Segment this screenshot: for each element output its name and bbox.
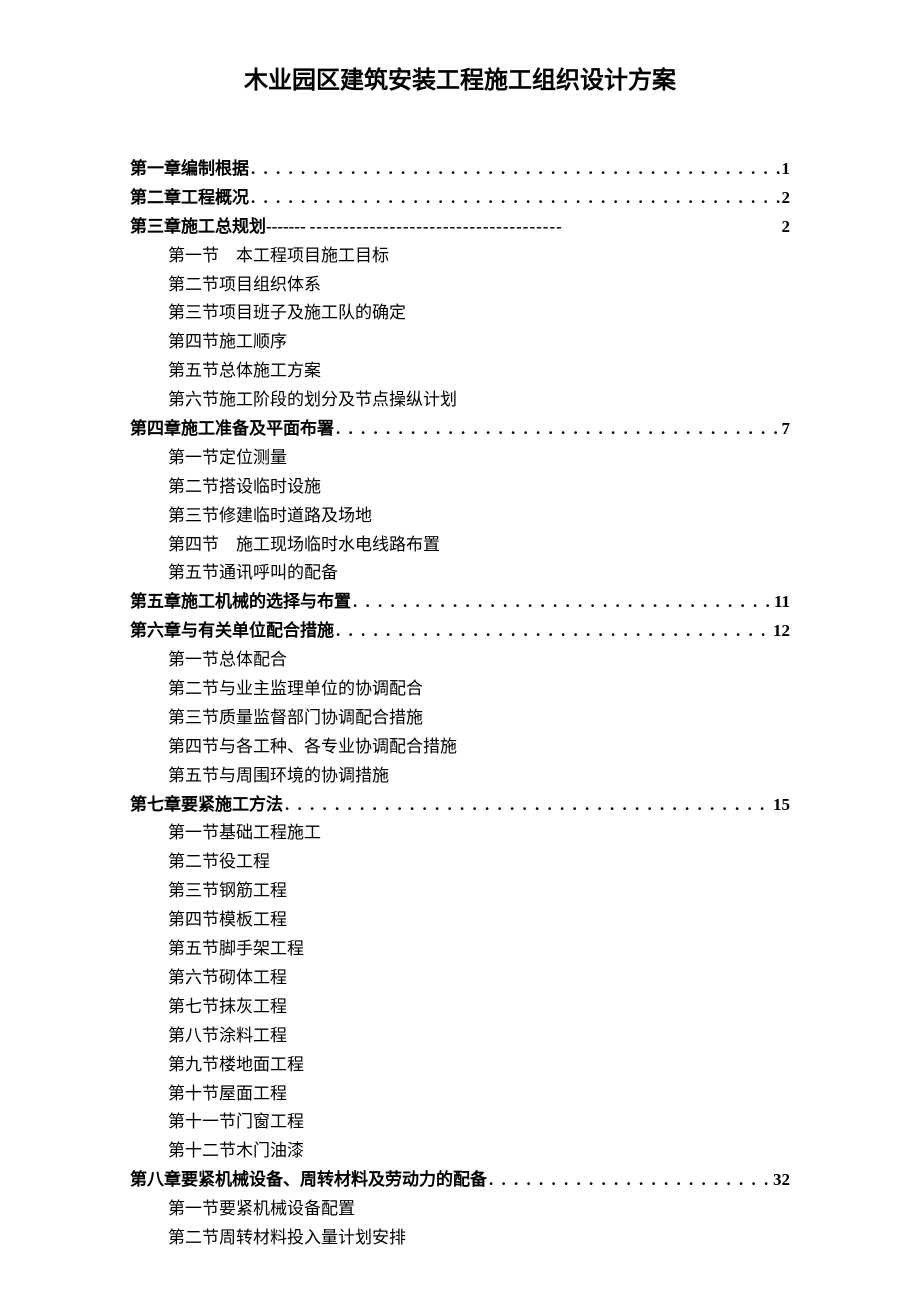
toc-section: 第五节总体施工方案 xyxy=(130,357,790,386)
toc-section: 第二节搭设临时设施 xyxy=(130,473,790,502)
toc-chapter: 第七章要紧施工方法. . . . . . . . . . . . . . . .… xyxy=(130,791,790,820)
page-number: 2 xyxy=(782,184,791,213)
toc-section: 第一节定位测量 xyxy=(130,444,790,473)
chapter-label: 第一章编制根据 xyxy=(130,155,249,184)
toc-chapter: 第一章编制根据. . . . . . . . . . . . . . . . .… xyxy=(130,155,790,184)
toc-section: 第二节役工程 xyxy=(130,848,790,877)
toc-section: 第三节钢筋工程 xyxy=(130,877,790,906)
dots-leader: . . . . . . . . . . . . . . . . . . . . … xyxy=(251,155,780,184)
page-number: 2 xyxy=(782,213,791,242)
dash-leader-right: -------------------------------------- xyxy=(310,213,778,242)
chapter-label: 第八章要紧机械设备、周转材料及劳动力的配备 xyxy=(130,1166,487,1195)
chapter-label: 第三章施工总规划 xyxy=(130,213,266,242)
dots-leader: . . . . . . . . . . . . . . . . . . . . … xyxy=(353,588,772,617)
toc-section: 第四节与各工种、各专业协调配合措施 xyxy=(130,733,790,762)
dots-leader: . . . . . . . . . . . . . . . . . . . . … xyxy=(336,415,780,444)
toc-section: 第一节总体配合 xyxy=(130,646,790,675)
toc-section: 第四节 施工现场临时水电线路布置 xyxy=(130,531,790,560)
toc-section: 第一节基础工程施工 xyxy=(130,819,790,848)
toc-section: 第十二节木门油漆 xyxy=(130,1137,790,1166)
toc-section: 第四节模板工程 xyxy=(130,906,790,935)
toc-section: 第九节楼地面工程 xyxy=(130,1051,790,1080)
toc-section: 第一节 本工程项目施工目标 xyxy=(130,242,790,271)
toc-chapter: 第五章施工机械的选择与布置. . . . . . . . . . . . . .… xyxy=(130,588,790,617)
toc-chapter: 第三章施工总规划------- ------------------------… xyxy=(130,213,790,242)
page-number: 15 xyxy=(773,791,790,820)
toc-chapter: 第六章与有关单位配合措施. . . . . . . . . . . . . . … xyxy=(130,617,790,646)
dots-leader: . . . . . . . . . . . . . . . . . . . . … xyxy=(336,617,771,646)
toc-chapter: 第八章要紧机械设备、周转材料及劳动力的配备. . . . . . . . . .… xyxy=(130,1166,790,1195)
chapter-label: 第四章施工准备及平面布署 xyxy=(130,415,334,444)
dots-leader: . . . . . . . . . . . . . . . . . . . . … xyxy=(489,1166,771,1195)
chapter-label: 第二章工程概况 xyxy=(130,184,249,213)
toc-section: 第二节与业主监理单位的协调配合 xyxy=(130,675,790,704)
toc-section: 第四节施工顺序 xyxy=(130,328,790,357)
toc-section: 第三节修建临时道路及场地 xyxy=(130,502,790,531)
toc-section: 第十一节门窗工程 xyxy=(130,1108,790,1137)
toc-section: 第五节脚手架工程 xyxy=(130,935,790,964)
toc-section: 第一节要紧机械设备配置 xyxy=(130,1195,790,1224)
toc-section: 第三节质量监督部门协调配合措施 xyxy=(130,704,790,733)
toc-section: 第六节施工阶段的划分及节点操纵计划 xyxy=(130,386,790,415)
dots-leader: . . . . . . . . . . . . . . . . . . . . … xyxy=(251,184,780,213)
toc-section: 第二节项目组织体系 xyxy=(130,271,790,300)
page-number: 1 xyxy=(782,155,791,184)
dash-leader-left: ------- xyxy=(266,213,306,242)
toc-chapter: 第四章施工准备及平面布署. . . . . . . . . . . . . . … xyxy=(130,415,790,444)
toc-section: 第六节砌体工程 xyxy=(130,964,790,993)
chapter-label: 第七章要紧施工方法 xyxy=(130,791,283,820)
toc-section: 第十节屋面工程 xyxy=(130,1080,790,1109)
toc-section: 第七节抹灰工程 xyxy=(130,993,790,1022)
page-number: 12 xyxy=(773,617,790,646)
dots-leader: . . . . . . . . . . . . . . . . . . . . … xyxy=(285,791,771,820)
chapter-label: 第五章施工机械的选择与布置 xyxy=(130,588,351,617)
page-number: 11 xyxy=(774,588,790,617)
toc-section: 第五节与周围环境的协调措施 xyxy=(130,762,790,791)
toc-section: 第五节通讯呼叫的配备 xyxy=(130,559,790,588)
page-number: 7 xyxy=(782,415,791,444)
toc-chapter: 第二章工程概况. . . . . . . . . . . . . . . . .… xyxy=(130,184,790,213)
toc-section: 第二节周转材料投入量计划安排 xyxy=(130,1224,790,1253)
table-of-contents: 第一章编制根据. . . . . . . . . . . . . . . . .… xyxy=(130,155,790,1253)
chapter-label: 第六章与有关单位配合措施 xyxy=(130,617,334,646)
page-number: 32 xyxy=(773,1166,790,1195)
toc-section: 第三节项目班子及施工队的确定 xyxy=(130,299,790,328)
document-title: 木业园区建筑安装工程施工组织设计方案 xyxy=(130,60,790,95)
toc-section: 第八节涂料工程 xyxy=(130,1022,790,1051)
